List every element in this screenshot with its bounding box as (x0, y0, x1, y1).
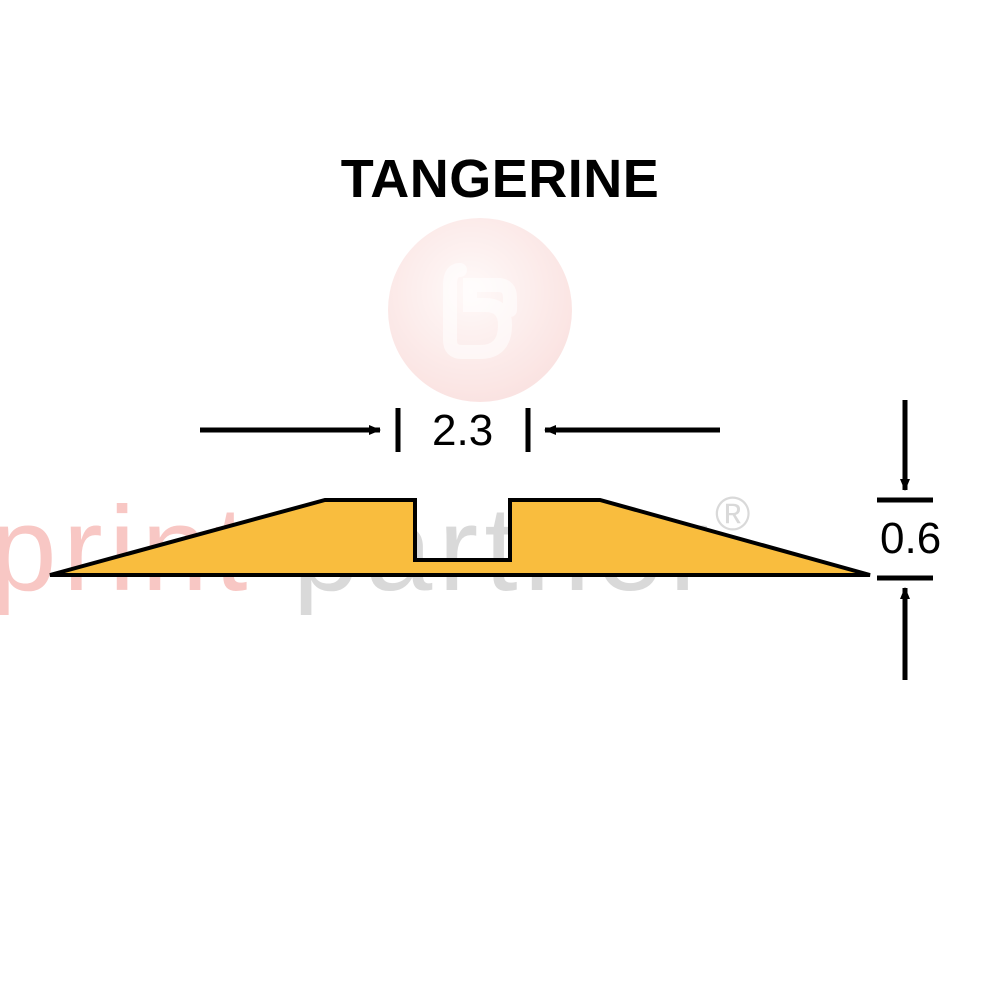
profile-cross-section (50, 500, 870, 575)
technical-drawing: 2.3 0.6 (0, 0, 1000, 1000)
height-dimension-label: 0.6 (880, 514, 941, 563)
width-dimension-label: 2.3 (432, 406, 493, 455)
diagram-container: print partner® TANGERINE 2.3 (0, 0, 1000, 1000)
